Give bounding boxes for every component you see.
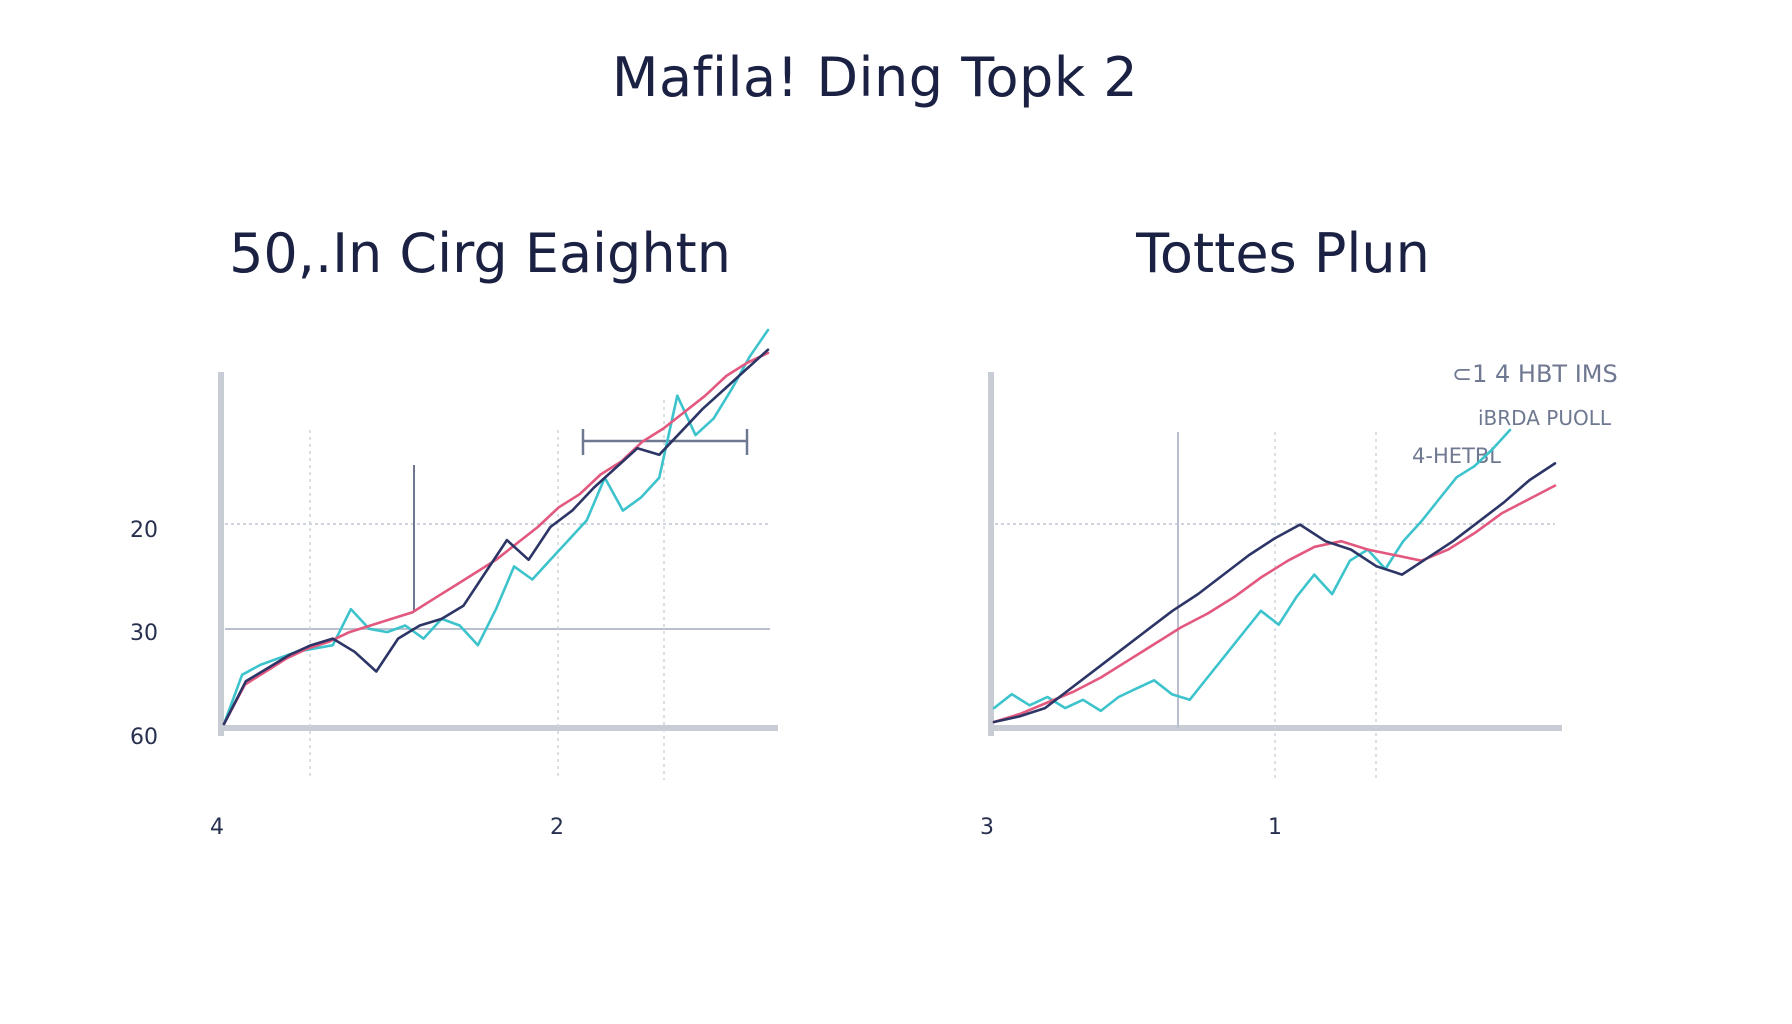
chart-1-ytick: 60 [130, 725, 158, 750]
chart-1-series-navy-line [222, 348, 770, 726]
chart-1-title: 50,.In Cirg Eaightn [229, 222, 731, 285]
chart-1-xtick: 2 [550, 815, 564, 840]
chart-1-ytick: 20 [130, 518, 158, 543]
page-title: Mafila! Ding Topk 2 [611, 46, 1139, 109]
chart-2-annotation: iBRDA PUOLL [1478, 406, 1612, 430]
chart-1-series-group [222, 328, 770, 726]
chart-2-series-navy-line [992, 462, 1557, 724]
chart-2-series-pink-line [992, 484, 1557, 724]
chart-1-ytick: 30 [130, 621, 158, 646]
chart-1: 20 30 60 4 2 [130, 328, 778, 840]
chart-2-series-cyan-line [992, 428, 1512, 713]
chart-1-series-pink-line [222, 351, 770, 726]
chart-1-xtick: 4 [210, 815, 224, 840]
chart-2-annotation: 4-HETBL [1412, 444, 1501, 468]
chart-2-annotation: ⊂1 4 HBT IMS [1452, 360, 1618, 388]
chart-1-series-cyan-line [222, 328, 770, 726]
chart-2-xtick: 3 [980, 815, 994, 840]
chart-2-series-group [992, 428, 1557, 724]
chart-2-title: Tottes Plun [1136, 222, 1430, 285]
chart-2-xtick: 1 [1268, 815, 1282, 840]
chart-2: 3 1 ⊂1 4 HBT IMS iBRDA PUOLL 4-HETBL [980, 360, 1618, 840]
